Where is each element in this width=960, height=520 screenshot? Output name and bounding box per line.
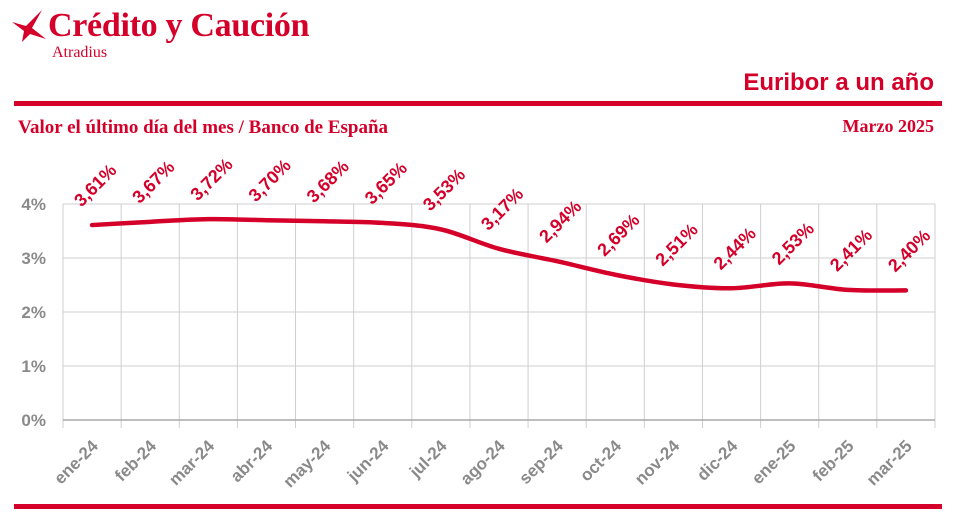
- x-tick-label: oct-24: [576, 436, 625, 485]
- data-label: 3,61%: [70, 160, 120, 210]
- x-tick-label: nov-24: [631, 436, 684, 489]
- top-divider: [14, 101, 942, 106]
- data-label: 3,72%: [186, 154, 236, 204]
- brand-subname: Atradius: [52, 44, 108, 61]
- x-axis-labels: ene-24 feb-24 mar-24 abr-24 may-24 jun-24 jul-…: [50, 436, 915, 491]
- x-tick-label: mar-25: [863, 436, 916, 489]
- x-tick-label: ene-25: [748, 436, 800, 488]
- y-tick-label: 1%: [21, 357, 46, 376]
- x-tick-label: sep-24: [515, 436, 567, 488]
- data-label: 3,65%: [361, 158, 411, 208]
- data-label: 2,41%: [826, 225, 876, 275]
- data-label: 2,44%: [710, 223, 760, 273]
- gridlines: [62, 203, 936, 428]
- chart-title: Euribor a un año: [743, 69, 934, 96]
- bird-logo-icon: [12, 10, 46, 42]
- data-label: 2,40%: [884, 225, 934, 275]
- y-axis-labels: 0% 1% 2% 3% 4%: [21, 195, 46, 430]
- data-label: 3,70%: [245, 155, 295, 205]
- x-tick-label: jun-24: [343, 436, 393, 486]
- x-tick-label: feb-25: [809, 436, 858, 485]
- report-date: Marzo 2025: [842, 116, 934, 136]
- data-label: 2,51%: [651, 220, 701, 270]
- data-label: 2,69%: [593, 210, 643, 260]
- bottom-divider: [14, 504, 942, 509]
- data-label: 3,53%: [419, 164, 469, 214]
- data-label: 3,67%: [128, 157, 178, 207]
- x-tick-label: feb-24: [111, 436, 160, 485]
- chart-subtitle: Valor el último día del mes / Banco de E…: [18, 117, 389, 138]
- x-tick-label: jul-24: [405, 436, 451, 482]
- x-tick-label: may-24: [280, 436, 335, 491]
- x-tick-label: abr-24: [227, 436, 277, 486]
- x-tick-label: mar-24: [165, 436, 218, 489]
- data-label: 3,68%: [303, 156, 353, 206]
- series-line: [89, 216, 909, 293]
- y-tick-label: 0%: [21, 411, 46, 430]
- y-tick-label: 2%: [21, 303, 46, 322]
- y-tick-label: 4%: [21, 195, 46, 214]
- x-tick-label: dic-24: [693, 436, 742, 485]
- brand-name: Crédito y Caución: [48, 7, 310, 44]
- x-tick-label: ago-24: [457, 436, 510, 489]
- y-tick-label: 3%: [21, 249, 46, 268]
- x-tick-label: ene-24: [50, 436, 102, 488]
- data-label: 2,53%: [768, 218, 818, 268]
- data-label: 3,17%: [477, 184, 527, 234]
